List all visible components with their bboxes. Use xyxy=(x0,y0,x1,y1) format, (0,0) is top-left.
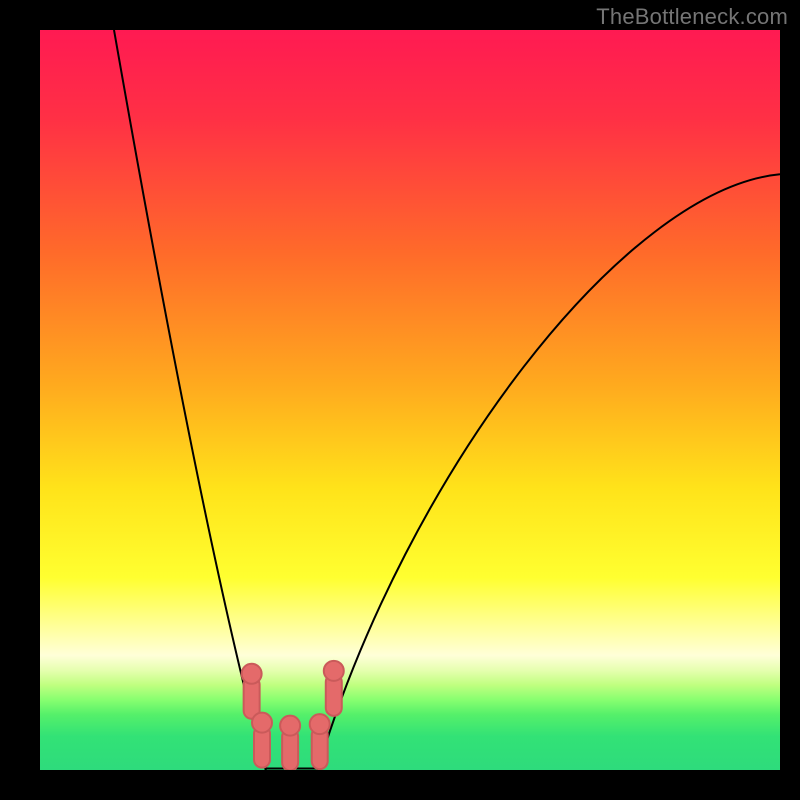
marker-head xyxy=(310,714,330,734)
gradient-background xyxy=(40,30,780,770)
marker-head xyxy=(280,716,300,736)
plot-window xyxy=(40,30,780,770)
marker-head xyxy=(324,661,344,681)
watermark-text: TheBottleneck.com xyxy=(596,4,788,30)
marker-head xyxy=(252,713,272,733)
marker-head xyxy=(242,664,262,684)
marker-p1 xyxy=(242,664,262,719)
plot-svg xyxy=(40,30,780,770)
marker-p4 xyxy=(310,714,330,769)
marker-p3 xyxy=(280,716,300,770)
chart-frame: TheBottleneck.com xyxy=(0,0,800,800)
marker-p5 xyxy=(324,661,344,716)
marker-p2 xyxy=(252,713,272,768)
